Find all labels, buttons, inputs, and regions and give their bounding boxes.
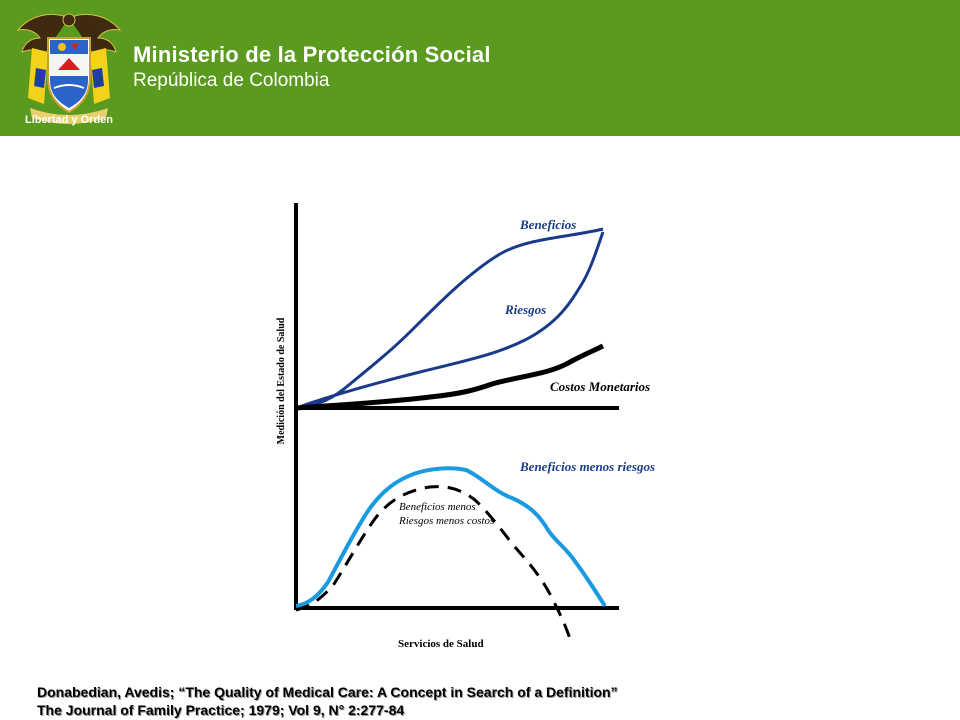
risks-curve [295,231,605,410]
citation-line-2: The Journal of Family Practice; 1979; Vo… [37,702,405,718]
motto-text: Libertad y Orden [25,114,113,126]
header-banner: Libertad y Orden Ministerio de la Protec… [0,0,960,136]
y-axis-label: Medición del Estado de Salud [276,317,287,445]
net-benefit-dashed-curve [295,485,573,643]
benefits-label: Beneficios [520,217,577,232]
citation-line-1: Donabedian, Avedis; “The Quality of Medi… [37,684,618,700]
ministry-subtitle: República de Colombia [133,70,330,91]
costs-curve [295,343,605,411]
net-benefit-label-line1: Beneficios menos [399,501,476,513]
net-benefit-label-line2: Riesgos menos costos [399,515,495,527]
benefits-minus-risks-curve [295,466,607,608]
x-axis-label: Servicios de Salud [398,638,484,650]
citation: Donabedian, Avedis; “The Quality of Medi… [37,683,618,719]
benefits-curve [295,227,604,410]
costs-label: Costos Monetarios [550,379,651,394]
benefits-minus-risks-label: Beneficios menos riesgos [520,459,656,474]
ministry-title: Ministerio de la Protección Social [133,42,491,67]
risks-label: Riesgos [505,302,547,317]
coat-of-arms-icon: Libertad y Orden [16,13,122,126]
